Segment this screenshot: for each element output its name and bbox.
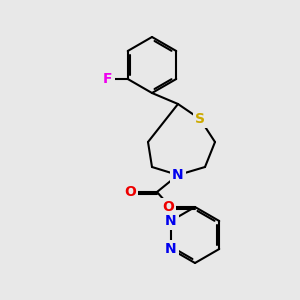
Text: N: N xyxy=(172,168,184,182)
Text: S: S xyxy=(195,112,205,126)
Text: F: F xyxy=(103,72,112,86)
Text: O: O xyxy=(162,200,174,214)
Text: N: N xyxy=(165,242,177,256)
Text: O: O xyxy=(124,185,136,199)
Text: N: N xyxy=(165,214,177,228)
